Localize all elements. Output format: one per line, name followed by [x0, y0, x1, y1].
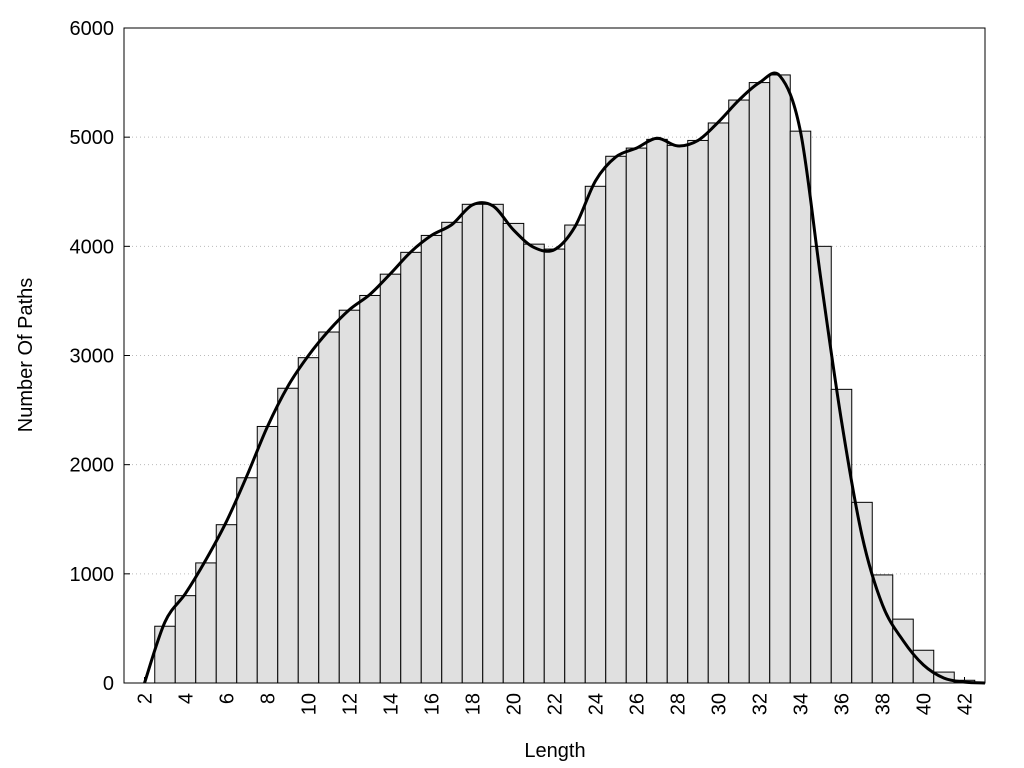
x-tick-label: 2: [135, 693, 157, 704]
bar: [830, 388, 853, 684]
x-tick-label: 16: [422, 693, 444, 715]
x-tick-label: 24: [586, 693, 608, 715]
x-tick-label: 8: [258, 693, 280, 704]
x-tick-label: 10: [299, 693, 321, 715]
bar: [277, 387, 299, 684]
x-tick-label: 22: [545, 693, 567, 715]
bar: [400, 251, 422, 684]
x-tick-label: 28: [668, 693, 690, 715]
bar: [523, 243, 545, 684]
bar: [195, 562, 217, 684]
smooth-line: [143, 71, 986, 685]
x-axis-label: Length: [524, 740, 585, 762]
bar: [707, 122, 730, 684]
bar: [584, 185, 607, 684]
bar: [359, 294, 381, 684]
bar: [543, 248, 566, 684]
plot-frame: [123, 27, 986, 684]
y-tick-label: 4000: [70, 236, 115, 258]
bar: [154, 625, 176, 684]
bar: [728, 99, 750, 684]
bar: [810, 245, 832, 684]
y-tick-label: 0: [103, 673, 114, 695]
bar: [441, 221, 463, 684]
bar: [564, 224, 586, 684]
y-tick-label: 6000: [70, 18, 115, 40]
x-tick-label: 14: [381, 693, 403, 715]
bar: [687, 139, 709, 684]
bar: [420, 234, 443, 684]
bar: [502, 222, 525, 684]
bar: [236, 477, 258, 684]
y-tick-label: 2000: [70, 455, 115, 477]
x-tick-label: 6: [217, 693, 239, 704]
bar: [318, 331, 340, 684]
y-tick-label: 1000: [70, 564, 115, 586]
x-tick-label: 36: [832, 693, 854, 715]
bar: [646, 138, 668, 684]
y-tick-label: 5000: [70, 127, 115, 149]
bar: [666, 144, 689, 684]
x-tick-label: 32: [750, 693, 772, 715]
x-tick-label: 38: [873, 693, 895, 715]
x-tick-label: 18: [463, 693, 485, 715]
x-tick-label: 12: [340, 693, 362, 715]
x-tick-label: 4: [176, 693, 198, 704]
bar: [482, 203, 504, 684]
bar: [769, 74, 791, 684]
bar: [871, 574, 894, 684]
bar: [256, 425, 279, 684]
x-tick-label: 40: [914, 693, 936, 715]
bar: [379, 273, 402, 684]
x-tick-label: 20: [504, 693, 526, 715]
bar: [625, 147, 648, 684]
bar: [338, 309, 361, 684]
bar: [297, 357, 320, 684]
bar: [215, 524, 238, 684]
bar: [174, 595, 197, 684]
x-tick-label: 26: [627, 693, 649, 715]
bar: [605, 155, 627, 684]
x-tick-label: 34: [791, 693, 813, 715]
y-tick-label: 3000: [70, 346, 115, 368]
bar: [461, 203, 484, 684]
x-tick-label: 42: [955, 693, 977, 715]
x-tick-label: 30: [709, 693, 731, 715]
bar: [748, 82, 771, 684]
bar: [789, 130, 812, 684]
y-axis-label: Number Of Paths: [15, 278, 37, 433]
